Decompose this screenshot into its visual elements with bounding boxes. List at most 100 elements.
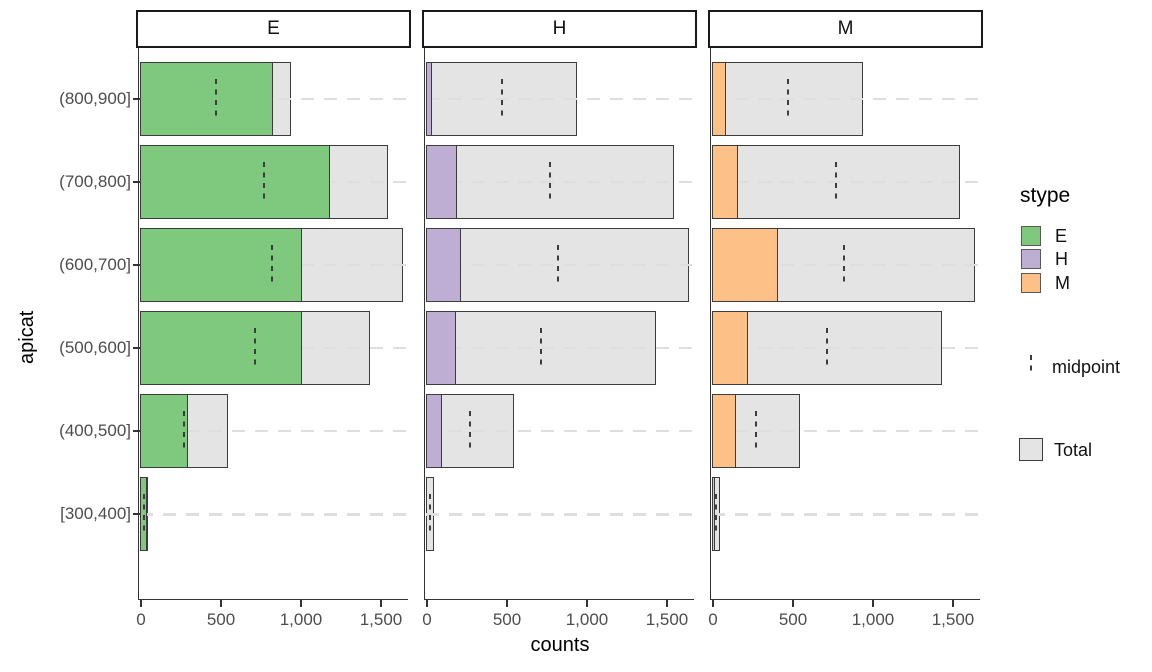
facet-strip-label: H (552, 18, 567, 39)
midpoint-line (786, 78, 789, 120)
midpoint-line (714, 494, 718, 536)
midpoint-line (539, 328, 543, 369)
x-tick-label: 1,500 (931, 610, 975, 629)
legend-key-swatch-M (1021, 272, 1041, 293)
x-tick-label: 0 (708, 610, 718, 629)
x-tick-mark (872, 600, 874, 607)
x-tick-mark (426, 600, 428, 607)
facet-strip: M (708, 10, 983, 48)
facet-strip-label: M (837, 18, 854, 39)
x-tick-mark (220, 600, 222, 607)
stype-bar-M (712, 61, 726, 136)
panel-E (138, 48, 408, 600)
stype-bar-H (426, 227, 462, 302)
stype-bar-E (140, 394, 188, 469)
y-tick-label: [300,400] (60, 504, 131, 524)
x-tick-label: 0 (136, 610, 146, 629)
gridline (712, 429, 980, 433)
y-tick-label: (700,800] (59, 171, 131, 191)
y-tick-mark (133, 347, 140, 349)
gridline (712, 180, 980, 184)
y-tick-mark (133, 513, 140, 516)
x-tick-label: 500 (492, 610, 522, 629)
stype-bar-M (712, 477, 715, 552)
x-tick-label: 500 (778, 610, 808, 629)
x-tick-label: 1,000 (279, 610, 323, 629)
gridline (712, 263, 980, 267)
y-tick-label: (500,600] (59, 338, 131, 357)
legend-midpoint-label: midpoint (1052, 357, 1121, 377)
midpoint-line (469, 411, 472, 453)
facet-strip-label: E (267, 18, 280, 39)
legend-key-swatch-E (1021, 226, 1041, 246)
legend-key-swatch-H (1021, 249, 1041, 270)
legend-key-label-H: H (1055, 249, 1068, 270)
y-tick-label: (600,700] (59, 254, 131, 274)
x-tick-mark (380, 600, 382, 607)
midpoint-line (253, 328, 257, 369)
x-tick-label: 1,500 (645, 610, 689, 629)
midpoint-line (183, 411, 186, 453)
stype-bar-E (140, 61, 273, 136)
x-tick-mark (300, 600, 302, 607)
x-tick-mark (666, 600, 668, 607)
stype-bar-M (712, 394, 736, 469)
y-tick-mark (133, 180, 140, 183)
legend-total-swatch (1019, 438, 1043, 461)
midpoint-line (556, 244, 559, 286)
midpoint-line (549, 161, 552, 203)
gridline (712, 346, 980, 350)
y-tick-mark (133, 97, 140, 100)
x-tick-mark (712, 600, 714, 607)
gridline (426, 97, 694, 100)
gridline (140, 513, 408, 516)
midpoint-line (214, 78, 217, 120)
stype-bar-E (140, 311, 302, 385)
legend-key-label-M: M (1055, 272, 1070, 293)
x-tick-label: 1,000 (565, 610, 609, 629)
x-axis-title: counts (530, 634, 590, 656)
stype-bar-E (140, 144, 330, 219)
stype-bar-H (426, 144, 458, 219)
gridline (712, 97, 980, 100)
stype-bar-H (426, 61, 432, 136)
x-tick-label: 1,000 (851, 610, 895, 629)
x-tick-label: 0 (422, 610, 432, 629)
y-tick-mark (133, 430, 140, 433)
gridline (712, 513, 980, 516)
y-tick-mark (133, 263, 140, 266)
gridline (426, 180, 694, 184)
stype-bar-M (712, 144, 739, 219)
legend-title: stype (1020, 184, 1071, 207)
facet-strip: H (422, 10, 697, 48)
midpoint-line (755, 411, 758, 453)
midpoint-line (270, 244, 273, 286)
panel-M (710, 48, 980, 600)
legend-key-label-E: E (1055, 226, 1068, 246)
midpoint-line (263, 161, 266, 203)
gridline (426, 263, 694, 267)
stype-bar-H (426, 311, 457, 385)
gridline (426, 513, 694, 516)
stype-bar-M (712, 311, 748, 385)
midpoint-line (825, 328, 829, 369)
stype-bar-M (712, 227, 778, 302)
x-tick-label: 500 (206, 610, 236, 629)
gridline (140, 429, 408, 433)
gridline (426, 346, 694, 350)
legend-total-label: Total (1054, 440, 1093, 460)
panel-H (424, 48, 694, 600)
x-tick-label: 1,500 (359, 610, 403, 629)
y-tick-label: (800,900] (59, 88, 131, 108)
gridline (140, 97, 408, 100)
facet-strip: E (136, 10, 411, 48)
x-tick-mark (792, 600, 794, 607)
midpoint-line (142, 494, 146, 536)
y-tick-label: (400,500] (59, 421, 131, 441)
x-tick-mark (506, 600, 508, 607)
stype-bar-E (140, 227, 302, 302)
x-tick-mark (586, 600, 588, 607)
x-tick-mark (140, 600, 142, 607)
x-tick-mark (952, 600, 954, 607)
midpoint-line (842, 244, 845, 286)
